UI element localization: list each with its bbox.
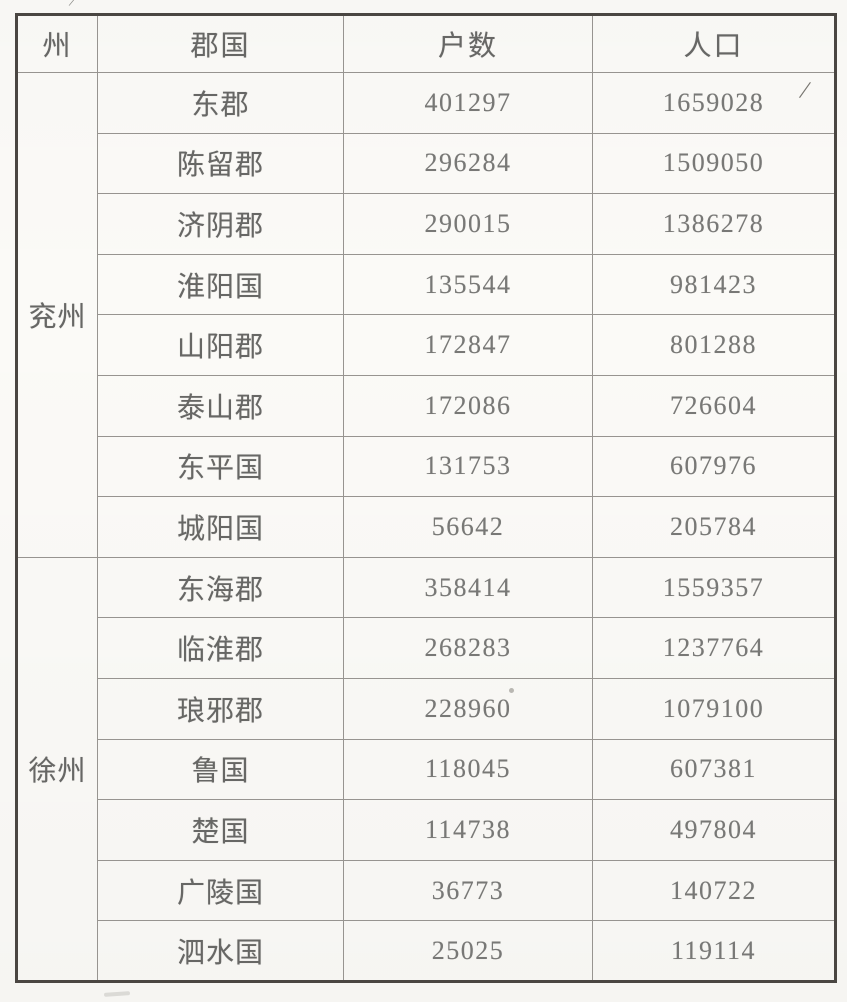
table-row: 济阴郡 290015 1386278	[17, 193, 836, 255]
population-cell: 726604	[592, 374, 836, 437]
region-cell: 泰山郡	[97, 374, 344, 437]
households-cell: 401297	[343, 72, 593, 134]
scan-artifact-smudge	[103, 991, 131, 997]
region-cell: 东平国	[97, 435, 344, 498]
region-cell: 陈留郡	[97, 132, 344, 195]
households-cell: 358414	[343, 556, 593, 619]
table-row: 城阳国 56642 205784	[17, 496, 836, 558]
population-cell: 205784	[592, 496, 836, 558]
table-row: 楚国 114738 497804	[17, 799, 836, 861]
region-cell: 东海郡	[97, 556, 344, 619]
region-cell: 鲁国	[97, 738, 344, 801]
census-table: 州 郡国 户数 人口 兖州 东郡 401297 1659028 陈留郡 2962…	[15, 13, 837, 983]
region-cell: 山阳郡	[97, 314, 344, 376]
population-cell: 607381	[592, 738, 836, 801]
table-row: 泰山郡 172086 726604	[17, 374, 836, 437]
population-cell: 1386278	[592, 193, 836, 255]
table-row: 琅邪郡 228960 1079100	[17, 677, 836, 740]
households-cell: 118045	[343, 738, 593, 801]
population-cell: 1659028	[592, 72, 836, 134]
region-cell: 广陵国	[97, 859, 344, 922]
households-cell: 172847	[343, 314, 593, 376]
table-row: 徐州 东海郡 358414 1559357	[16, 556, 836, 982]
header-state: 州	[16, 14, 98, 73]
households-cell: 290015	[343, 193, 593, 255]
state-cell-xuzhou: 徐州	[16, 556, 98, 982]
population-cell: 1237764	[592, 617, 836, 679]
scan-artifact-slash-top: /	[68, 0, 76, 11]
table-row: 兖州 东郡 401297 1659028	[16, 72, 836, 558]
households-cell: 172086	[343, 374, 593, 437]
region-cell: 淮阳国	[97, 253, 344, 316]
population-cell: 981423	[592, 253, 836, 316]
households-cell: 131753	[343, 435, 593, 498]
table-row: 广陵国 36773 140722	[17, 859, 836, 922]
households-cell: 56642	[343, 496, 593, 558]
table-row: 鲁国 118045 607381	[17, 738, 836, 801]
households-cell: 114738	[343, 799, 593, 861]
population-cell: 1509050	[592, 132, 836, 195]
table-row: 临淮郡 268283 1237764	[17, 617, 836, 679]
population-cell: 1079100	[592, 677, 836, 740]
table-row: 泗水国 25025 119114	[17, 920, 836, 982]
population-cell: 1559357	[592, 556, 836, 619]
households-cell: 135544	[343, 253, 593, 316]
population-cell: 607976	[592, 435, 836, 498]
households-cell: 228960	[343, 677, 593, 740]
region-cell: 泗水国	[97, 920, 344, 982]
households-cell: 296284	[343, 132, 593, 195]
region-cell: 临淮郡	[97, 617, 344, 679]
population-cell: 119114	[592, 920, 836, 982]
population-cell: 497804	[592, 799, 836, 861]
region-cell: 济阴郡	[97, 193, 344, 255]
header-row: 州 郡国 户数 人口	[16, 14, 836, 73]
population-cell: 140722	[592, 859, 836, 922]
header-region: 郡国	[97, 14, 344, 73]
region-cell: 琅邪郡	[97, 677, 344, 740]
table-row: 淮阳国 135544 981423	[17, 253, 836, 316]
region-cell: 楚国	[97, 799, 344, 861]
region-cell: 东郡	[97, 72, 344, 134]
table-row: 东平国 131753 607976	[17, 435, 836, 498]
households-cell: 25025	[343, 920, 593, 982]
header-households: 户数	[343, 14, 593, 73]
table-row: 山阳郡 172847 801288	[17, 314, 836, 376]
region-cell: 城阳国	[97, 496, 344, 558]
population-cell: 801288	[592, 314, 836, 376]
state-cell-yanzhou: 兖州	[16, 72, 98, 558]
header-population: 人口	[592, 14, 836, 73]
households-cell: 268283	[343, 617, 593, 679]
table-row: 陈留郡 296284 1509050	[17, 132, 836, 195]
households-cell: 36773	[343, 859, 593, 922]
